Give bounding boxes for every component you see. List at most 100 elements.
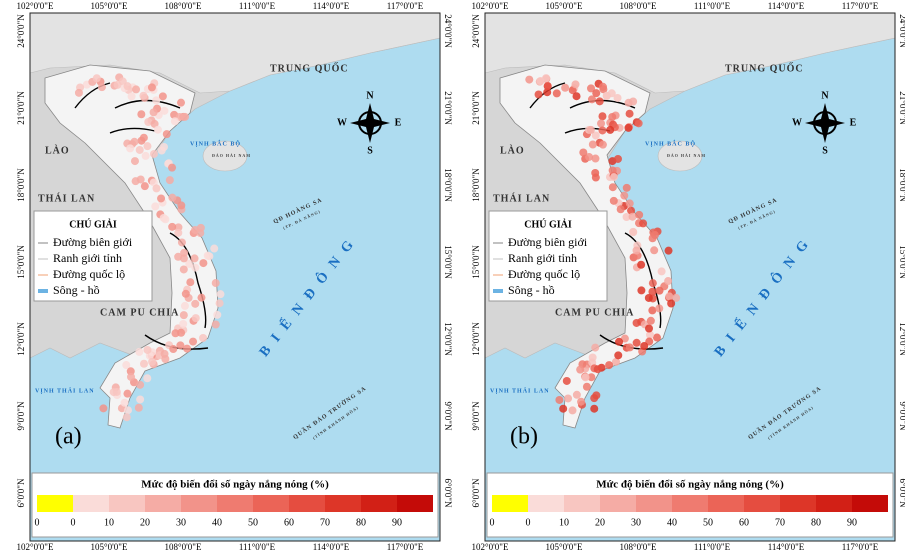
- station-dot: [649, 234, 657, 242]
- latitude-label: 24°0'0"N: [471, 14, 481, 48]
- station-dot: [614, 94, 622, 102]
- colorbar-label: 0: [526, 517, 531, 528]
- longitude-label: 111°0'0"E: [694, 1, 731, 11]
- latitude-label: 21°0'0"N: [898, 91, 905, 125]
- station-dot: [131, 157, 139, 165]
- station-dot: [182, 290, 190, 298]
- colorbar-swatch: [73, 495, 109, 512]
- colorbar-title: Mức độ biến đổi số ngày nắng nóng (%): [596, 479, 784, 491]
- station-dot: [583, 383, 591, 391]
- station-dot: [629, 228, 637, 236]
- colorbar-swatch: [528, 495, 564, 512]
- station-dot: [150, 150, 158, 158]
- station-dot: [592, 89, 600, 97]
- station-dot: [132, 85, 140, 93]
- station-dot: [128, 92, 136, 100]
- station-dot: [573, 391, 581, 399]
- longitude-label: 117°0'0"E: [842, 542, 879, 552]
- station-dot: [75, 89, 83, 97]
- longitude-label: 111°0'0"E: [239, 542, 276, 552]
- station-dot: [216, 299, 224, 307]
- colorbar-label: 40: [667, 517, 677, 528]
- legend-item: Đường biên giới: [53, 235, 133, 249]
- colorbar-label: 30: [176, 517, 186, 528]
- station-dot: [555, 396, 563, 404]
- latitude-label: 9°0'0"N: [16, 401, 26, 430]
- colorbar-swatch: [325, 495, 361, 512]
- longitude-label: 114°0'0"E: [768, 542, 805, 552]
- colorbar-swatch: [181, 495, 217, 512]
- station-dot: [213, 311, 221, 319]
- longitude-label: 108°0'0"E: [620, 1, 657, 11]
- place-label: LÀO: [500, 144, 525, 156]
- longitude-label: 102°0'0"E: [472, 542, 509, 552]
- station-dot: [590, 405, 598, 413]
- station-dot: [93, 74, 101, 82]
- station-dot: [114, 81, 122, 89]
- station-dot: [210, 245, 218, 253]
- place-label: LÀO: [45, 144, 70, 156]
- station-dot: [157, 194, 165, 202]
- compass-letter: N: [366, 90, 374, 101]
- station-dot: [142, 152, 150, 160]
- station-dot: [143, 374, 151, 382]
- station-dot: [597, 119, 605, 127]
- station-dot: [609, 166, 617, 174]
- figure: TRUNG QUỐCLÀOTHÁI LANCAM PU CHIAVỊNH BẮC…: [0, 0, 905, 554]
- station-dot: [197, 294, 205, 302]
- colorbar-label: 0: [490, 517, 495, 528]
- station-dot: [624, 124, 632, 132]
- latitude-label: 12°0'0"N: [443, 322, 453, 356]
- latitude-label: 12°0'0"N: [898, 322, 905, 356]
- station-dot: [553, 89, 561, 97]
- station-dot: [99, 404, 107, 412]
- place-label: THÁI LAN: [38, 192, 95, 204]
- station-dot: [559, 405, 567, 413]
- station-dot: [608, 113, 616, 121]
- station-dot: [161, 215, 169, 223]
- latitude-label: 15°0'0"N: [471, 245, 481, 279]
- colorbar-label: 80: [356, 517, 366, 528]
- station-dot: [136, 381, 144, 389]
- station-dot: [633, 339, 641, 347]
- station-dot: [626, 199, 634, 207]
- legend-item: Đường quốc lộ: [53, 267, 125, 281]
- station-dot: [645, 324, 653, 332]
- station-dot: [181, 302, 189, 310]
- place-label: ĐẢO HẢI NAM: [212, 153, 251, 158]
- station-dot: [650, 246, 658, 254]
- colorbar-swatch: [600, 495, 636, 512]
- panel-label: (b): [510, 424, 538, 450]
- station-dot: [655, 304, 663, 312]
- legend-item: Ranh giới tỉnh: [53, 251, 122, 265]
- station-dot: [183, 345, 191, 353]
- colorbar-swatch: [253, 495, 289, 512]
- station-dot: [563, 377, 571, 385]
- station-dot: [179, 320, 187, 328]
- station-dot: [633, 246, 641, 254]
- longitude-label: 114°0'0"E: [313, 542, 350, 552]
- compass-letter: E: [395, 117, 402, 128]
- longitude-label: 117°0'0"E: [387, 542, 424, 552]
- latitude-label: 9°0'0"N: [898, 402, 905, 431]
- latitude-label: 21°0'0"N: [16, 91, 26, 125]
- station-dot: [576, 366, 584, 374]
- station-dot: [126, 144, 134, 152]
- station-dot: [564, 394, 572, 402]
- longitude-label: 114°0'0"E: [313, 1, 350, 11]
- station-dot: [639, 219, 647, 227]
- colorbar-swatch: [672, 495, 708, 512]
- station-dot: [216, 290, 224, 298]
- station-dot: [191, 264, 199, 272]
- station-dot: [664, 277, 672, 285]
- station-dot: [605, 361, 613, 369]
- station-dot: [598, 112, 606, 120]
- station-dot: [599, 83, 607, 91]
- place-label: ĐẢO HẢI NAM: [667, 153, 706, 158]
- colorbar-swatch: [636, 495, 672, 512]
- colorbar-label: 10: [559, 517, 569, 528]
- place-label: TRUNG QUỐC: [725, 61, 804, 74]
- colorbar-label: 10: [104, 517, 114, 528]
- station-dot: [163, 130, 171, 138]
- station-dot: [640, 342, 648, 350]
